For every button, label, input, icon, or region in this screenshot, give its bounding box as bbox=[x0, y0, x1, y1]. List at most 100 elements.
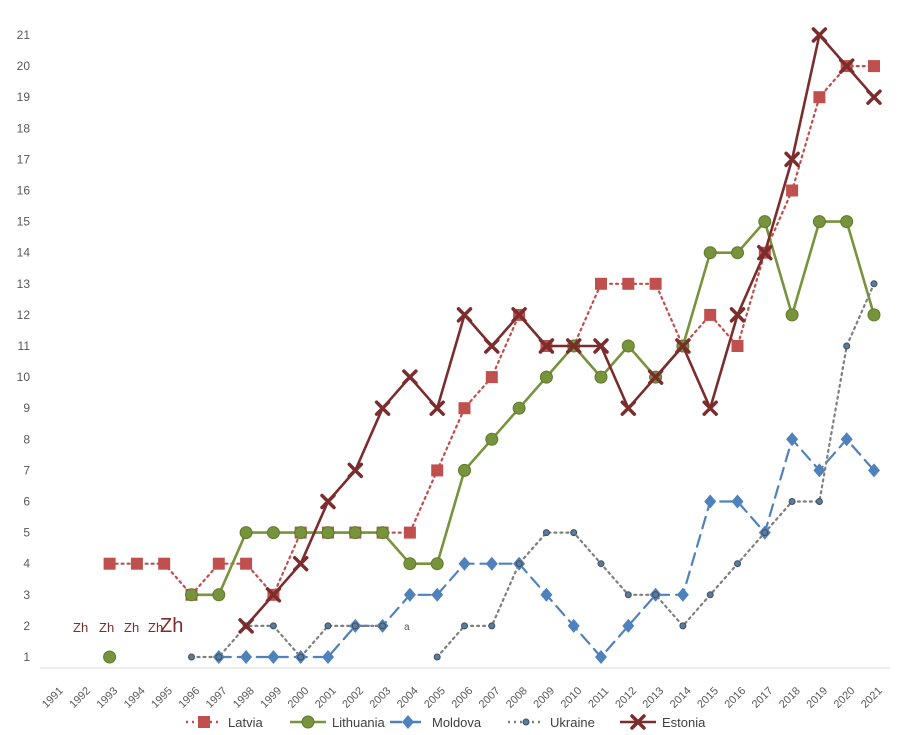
data-point-estonia bbox=[238, 618, 254, 634]
data-point-ukraine bbox=[706, 591, 714, 599]
data-point-moldova bbox=[403, 587, 416, 602]
legend-marker-ukraine bbox=[522, 718, 530, 726]
overlay-label: Zh bbox=[148, 620, 163, 635]
data-point-lithuania bbox=[703, 246, 717, 260]
data-point-ukraine bbox=[815, 498, 823, 505]
x-tick-label: 2012 bbox=[613, 685, 639, 711]
data-point-latvia bbox=[130, 557, 143, 570]
legend-label-estonia: Estonia bbox=[662, 715, 706, 730]
data-point-moldova bbox=[676, 587, 689, 602]
data-point-latvia bbox=[158, 557, 171, 570]
legend-marker-latvia bbox=[198, 716, 210, 728]
data-point-ukraine bbox=[597, 560, 605, 568]
y-tick-label: 8 bbox=[23, 432, 30, 446]
data-point-moldova bbox=[267, 650, 280, 664]
x-tick-label: 1997 bbox=[204, 685, 230, 711]
data-point-estonia bbox=[374, 400, 391, 416]
data-point-latvia bbox=[431, 464, 444, 477]
series-estonia bbox=[238, 27, 882, 634]
data-point-moldova bbox=[458, 556, 471, 571]
data-point-lithuania bbox=[212, 588, 226, 602]
data-point-estonia bbox=[784, 151, 800, 168]
data-point-moldova bbox=[485, 556, 498, 571]
data-point-lithuania bbox=[430, 557, 444, 571]
data-point-lithuania bbox=[103, 650, 117, 664]
data-point-ukraine bbox=[188, 653, 195, 661]
overlay-label: Zh bbox=[99, 620, 114, 635]
legend: Latvia Lithuania Moldova Ukraine Estonia bbox=[186, 714, 706, 730]
data-point-latvia bbox=[813, 91, 826, 104]
series-line-ukraine bbox=[436, 282, 876, 659]
series-lithuania bbox=[103, 215, 881, 664]
data-point-moldova bbox=[813, 463, 826, 478]
data-point-lithuania bbox=[239, 526, 253, 540]
series-line-estonia bbox=[244, 33, 876, 628]
series-line-ukraine bbox=[190, 624, 384, 659]
x-tick-label: 2014 bbox=[668, 685, 694, 711]
x-tick-label: 2001 bbox=[313, 685, 339, 711]
y-tick-label: 14 bbox=[17, 246, 31, 260]
data-point-latvia bbox=[649, 277, 662, 290]
y-tick-label: 4 bbox=[23, 557, 30, 571]
legend-marker-lithuania bbox=[301, 715, 315, 729]
data-point-latvia bbox=[595, 277, 607, 290]
y-tick-label: 20 bbox=[17, 59, 31, 73]
data-point-ukraine bbox=[324, 622, 332, 630]
series-line-latvia bbox=[108, 64, 876, 596]
overlay-label: Zh bbox=[160, 615, 183, 637]
data-point-lithuania bbox=[512, 401, 526, 415]
data-point-estonia bbox=[292, 555, 309, 572]
x-tick-label: 1991 bbox=[40, 685, 66, 711]
data-point-moldova bbox=[704, 494, 717, 509]
legend-label-ukraine: Ukraine bbox=[550, 715, 595, 730]
data-point-estonia bbox=[757, 244, 773, 261]
data-point-moldova bbox=[868, 463, 880, 478]
y-tick-label: 6 bbox=[23, 495, 30, 509]
data-point-ukraine bbox=[652, 591, 660, 599]
series-moldova bbox=[212, 432, 880, 664]
legend-label-latvia: Latvia bbox=[228, 715, 263, 730]
data-point-ukraine bbox=[351, 622, 359, 630]
data-point-estonia bbox=[320, 493, 336, 510]
data-point-lithuania bbox=[539, 370, 553, 384]
y-tick-label: 15 bbox=[17, 215, 31, 229]
y-tick-label: 21 bbox=[17, 28, 31, 42]
series-latvia bbox=[103, 60, 880, 601]
y-tick-label: 18 bbox=[17, 121, 31, 135]
x-tick-label: 1992 bbox=[67, 685, 93, 711]
data-point-estonia bbox=[675, 338, 691, 354]
data-point-ukraine bbox=[761, 529, 769, 537]
data-point-ukraine bbox=[679, 622, 687, 630]
data-point-latvia bbox=[240, 557, 253, 570]
x-tick-label: 2008 bbox=[504, 685, 530, 711]
y-tick-label: 17 bbox=[17, 152, 31, 166]
data-point-lithuania bbox=[403, 557, 417, 571]
data-point-ukraine bbox=[542, 529, 550, 537]
x-tick-label: 1993 bbox=[95, 685, 121, 711]
data-point-ukraine bbox=[433, 653, 441, 661]
y-tick-label: 16 bbox=[17, 184, 31, 198]
x-tick-label: 2019 bbox=[804, 685, 830, 711]
y-tick-label: 5 bbox=[23, 526, 30, 540]
data-point-lithuania bbox=[731, 246, 744, 260]
overlay-label: Zh bbox=[73, 620, 88, 635]
data-point-moldova bbox=[595, 650, 607, 664]
data-point-estonia bbox=[729, 307, 746, 323]
data-point-lithuania bbox=[294, 526, 308, 540]
x-tick-label: 2004 bbox=[395, 685, 421, 711]
data-point-moldova bbox=[240, 650, 253, 664]
legend-item-estonia: Estonia bbox=[620, 714, 706, 730]
y-tick-label: 19 bbox=[17, 90, 31, 104]
x-axis: 1991 1992 1993 1994 1995 1996 1997 1998 1999 2000… bbox=[40, 667, 890, 711]
data-point-latvia bbox=[786, 184, 799, 197]
x-tick-label: 1998 bbox=[231, 685, 257, 711]
data-point-estonia bbox=[347, 462, 364, 479]
data-point-moldova bbox=[322, 650, 334, 664]
data-point-estonia bbox=[265, 587, 282, 603]
y-tick-label: 11 bbox=[18, 339, 31, 353]
data-point-moldova bbox=[840, 432, 853, 447]
x-tick-label: 2010 bbox=[559, 685, 585, 711]
x-tick-label: 1995 bbox=[149, 685, 175, 711]
data-point-latvia bbox=[704, 308, 717, 321]
